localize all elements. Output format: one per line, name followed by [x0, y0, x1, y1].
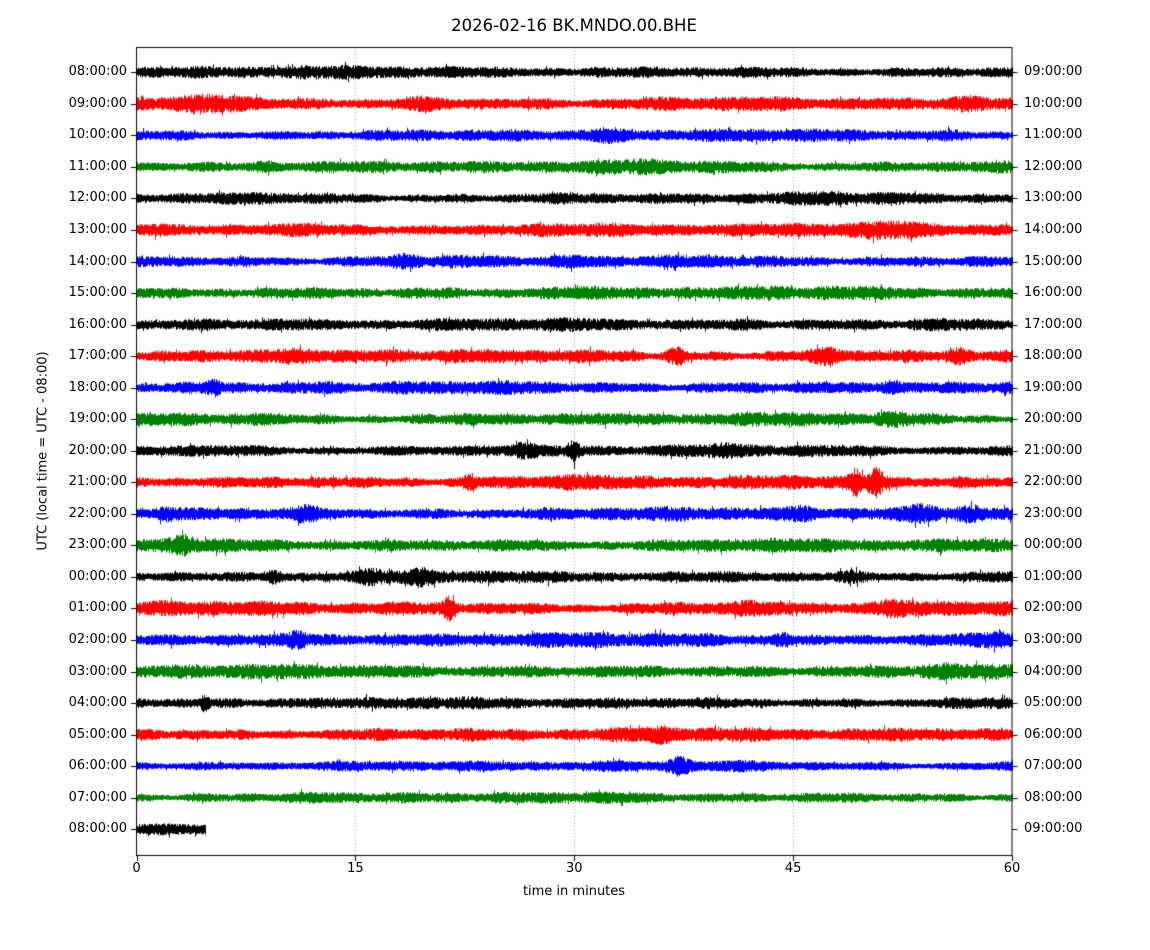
- left-time-label: 09:00:00: [68, 95, 127, 111]
- right-time-label: 09:00:00: [1024, 821, 1083, 837]
- right-time-label: 15:00:00: [1024, 253, 1083, 269]
- right-time-label: 01:00:00: [1024, 568, 1083, 584]
- y-axis-label: UTC (local time = UTC - 08:00): [35, 351, 51, 551]
- left-time-label: 04:00:00: [68, 695, 127, 711]
- right-time-label: 12:00:00: [1024, 158, 1083, 174]
- left-time-label: 15:00:00: [68, 285, 127, 301]
- right-time-label: 17:00:00: [1024, 316, 1083, 332]
- right-time-label: 18:00:00: [1024, 348, 1083, 364]
- left-time-label: 01:00:00: [68, 600, 127, 616]
- right-time-label: 08:00:00: [1024, 789, 1083, 805]
- right-time-label: 09:00:00: [1024, 64, 1083, 80]
- x-tick-label: 15: [347, 861, 364, 876]
- right-time-label: 04:00:00: [1024, 663, 1083, 679]
- left-time-label: 13:00:00: [68, 222, 127, 237]
- x-axis-label: time in minutes: [522, 884, 626, 899]
- right-time-label: 14:00:00: [1024, 222, 1083, 237]
- right-time-label: 22:00:00: [1024, 474, 1083, 490]
- left-time-label: 08:00:00: [68, 64, 127, 80]
- left-time-label: 05:00:00: [68, 726, 127, 742]
- left-time-label: 23:00:00: [68, 537, 127, 553]
- left-time-label: 10:00:00: [68, 127, 127, 143]
- chart-title: 2026-02-16 BK.MNDO.00.BHE: [451, 16, 697, 35]
- right-time-label: 06:00:00: [1024, 726, 1083, 742]
- left-time-label: 20:00:00: [68, 442, 127, 458]
- left-time-label: 22:00:00: [68, 505, 127, 521]
- right-time-label: 20:00:00: [1024, 411, 1083, 427]
- left-time-label: 21:00:00: [68, 474, 127, 490]
- left-time-label: 16:00:00: [68, 316, 127, 332]
- right-time-label: 11:00:00: [1024, 127, 1083, 143]
- x-tick-label: 30: [565, 861, 583, 876]
- right-time-label: 03:00:00: [1024, 632, 1083, 648]
- right-time-label: 10:00:00: [1024, 95, 1083, 111]
- right-time-label: 05:00:00: [1024, 695, 1083, 711]
- left-time-label: 02:00:00: [68, 632, 127, 648]
- left-time-label: 18:00:00: [68, 379, 127, 395]
- left-time-label: 07:00:00: [68, 789, 127, 805]
- left-time-label: 19:00:00: [68, 411, 127, 427]
- x-tick-label: 45: [784, 861, 802, 876]
- right-time-label: 19:00:00: [1024, 379, 1083, 395]
- x-tick-label: 0: [132, 861, 141, 876]
- right-time-label: 16:00:00: [1024, 285, 1083, 301]
- right-time-label: 13:00:00: [1024, 190, 1083, 206]
- x-tick-label: 60: [1003, 861, 1021, 876]
- left-time-label: 06:00:00: [68, 758, 127, 774]
- left-time-label: 14:00:00: [68, 253, 127, 269]
- right-time-label: 07:00:00: [1024, 758, 1083, 774]
- right-time-label: 00:00:00: [1024, 537, 1083, 553]
- left-time-label: 17:00:00: [68, 348, 127, 364]
- right-time-label: 02:00:00: [1024, 600, 1083, 616]
- left-time-label: 00:00:00: [68, 568, 127, 584]
- left-time-label: 08:00:00: [68, 821, 127, 837]
- left-time-label: 03:00:00: [68, 663, 127, 679]
- left-time-label: 12:00:00: [68, 190, 127, 206]
- right-time-label: 21:00:00: [1024, 442, 1083, 458]
- right-time-label: 23:00:00: [1024, 505, 1083, 521]
- left-time-label: 11:00:00: [68, 158, 127, 174]
